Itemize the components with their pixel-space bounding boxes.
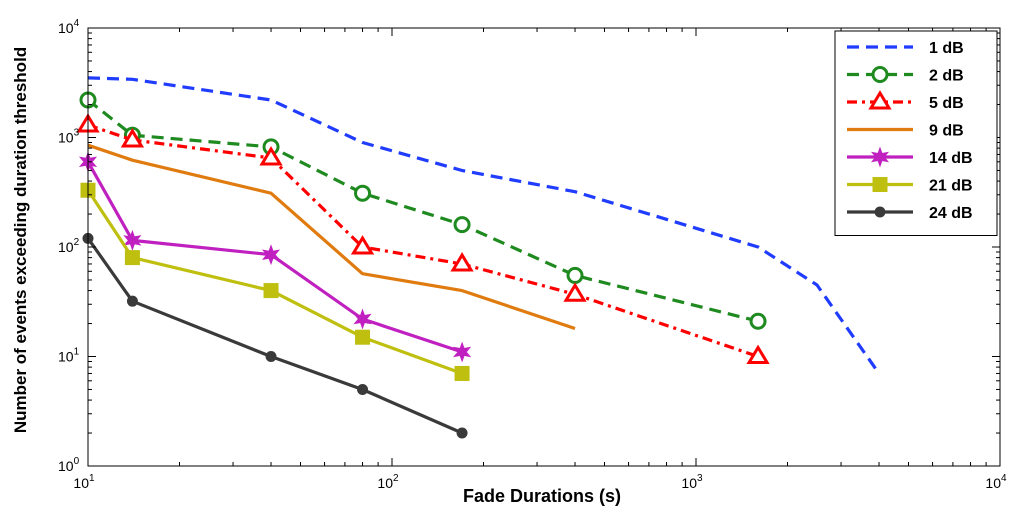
data-point-24-db bbox=[126, 295, 138, 307]
legend-marker-2-db bbox=[871, 66, 889, 83]
data-point-2-db bbox=[453, 216, 471, 234]
legend-entry-24-db: 24 dB bbox=[847, 205, 973, 222]
axes bbox=[87, 27, 1001, 467]
legend-label-2-db: 2 dB bbox=[929, 68, 964, 85]
data-point-5-db bbox=[450, 252, 474, 272]
legend-entry-21-db: 21 dB bbox=[847, 177, 973, 195]
data-point-5-db bbox=[259, 146, 283, 166]
legend-marker-24-db bbox=[874, 206, 886, 218]
series-layer bbox=[76, 76, 881, 439]
legend-marker-14-db bbox=[870, 146, 890, 168]
series-9-db bbox=[87, 143, 576, 331]
data-point-5-db bbox=[120, 128, 145, 148]
legend-entry-1-db: 1 dB bbox=[847, 40, 964, 57]
series-5-db bbox=[76, 113, 770, 364]
series-2-db bbox=[79, 91, 767, 330]
data-point-14-db bbox=[353, 308, 372, 330]
y-tick-label: 100 bbox=[58, 456, 80, 474]
y-tick-label: 101 bbox=[58, 347, 80, 365]
data-point-5-db bbox=[746, 344, 770, 364]
data-point-5-db bbox=[563, 282, 587, 302]
data-point-2-db bbox=[749, 312, 767, 330]
y-tick-label: 103 bbox=[58, 128, 80, 146]
x-tick-label: 102 bbox=[377, 473, 399, 491]
legend-label-5-db: 5 dB bbox=[929, 95, 964, 112]
legend-entry-9-db: 9 dB bbox=[847, 123, 964, 140]
series-line-24-db bbox=[86, 237, 463, 435]
legend: 1 dB 2 dB 5 dB 9 dB 14 dB 21 dB 24 dB bbox=[834, 30, 998, 236]
data-point-21-db bbox=[263, 283, 279, 299]
legend-label-21-db: 21 dB bbox=[929, 178, 973, 195]
legend-entry-14-db: 14 dB bbox=[847, 146, 973, 168]
legend-marker-5-db bbox=[868, 90, 892, 110]
legend-marker-21-db bbox=[872, 177, 888, 192]
series-line-9-db bbox=[87, 143, 576, 331]
data-point-21-db bbox=[454, 365, 470, 381]
x-axis-label: Fade Durations (s) bbox=[463, 486, 621, 506]
legend-label-1-db: 1 dB bbox=[929, 40, 964, 57]
data-point-24-db bbox=[357, 383, 369, 395]
data-point-24-db bbox=[456, 427, 468, 439]
x-tick-label: 101 bbox=[73, 473, 95, 491]
y-axis-label: Number of events exceeding duration thre… bbox=[11, 47, 30, 433]
x-tick-label: 103 bbox=[681, 473, 703, 491]
legend-label-14-db: 14 dB bbox=[929, 150, 973, 167]
data-point-2-db bbox=[354, 184, 372, 202]
series-line-1-db bbox=[87, 76, 881, 375]
data-point-14-db bbox=[261, 244, 281, 266]
series-line-2-db bbox=[87, 98, 759, 323]
y-tick-label: 104 bbox=[58, 18, 80, 36]
data-point-24-db bbox=[265, 351, 277, 362]
data-point-2-db bbox=[566, 266, 584, 284]
data-point-21-db bbox=[355, 329, 371, 345]
legend-entry-5-db: 5 dB bbox=[847, 90, 964, 112]
data-point-14-db bbox=[453, 341, 472, 363]
legend-label-9-db: 9 dB bbox=[929, 123, 964, 140]
y-tick-label: 102 bbox=[58, 237, 80, 255]
x-tick-label: 104 bbox=[985, 473, 1007, 491]
legend-label-24-db: 24 dB bbox=[929, 205, 973, 222]
data-point-14-db bbox=[123, 229, 142, 251]
series-21-db bbox=[80, 182, 470, 381]
legend-box bbox=[834, 30, 998, 236]
legend-entry-2-db: 2 dB bbox=[847, 66, 964, 85]
data-point-21-db bbox=[124, 250, 140, 266]
data-point-5-db bbox=[350, 235, 375, 255]
series-1-db bbox=[87, 76, 881, 375]
